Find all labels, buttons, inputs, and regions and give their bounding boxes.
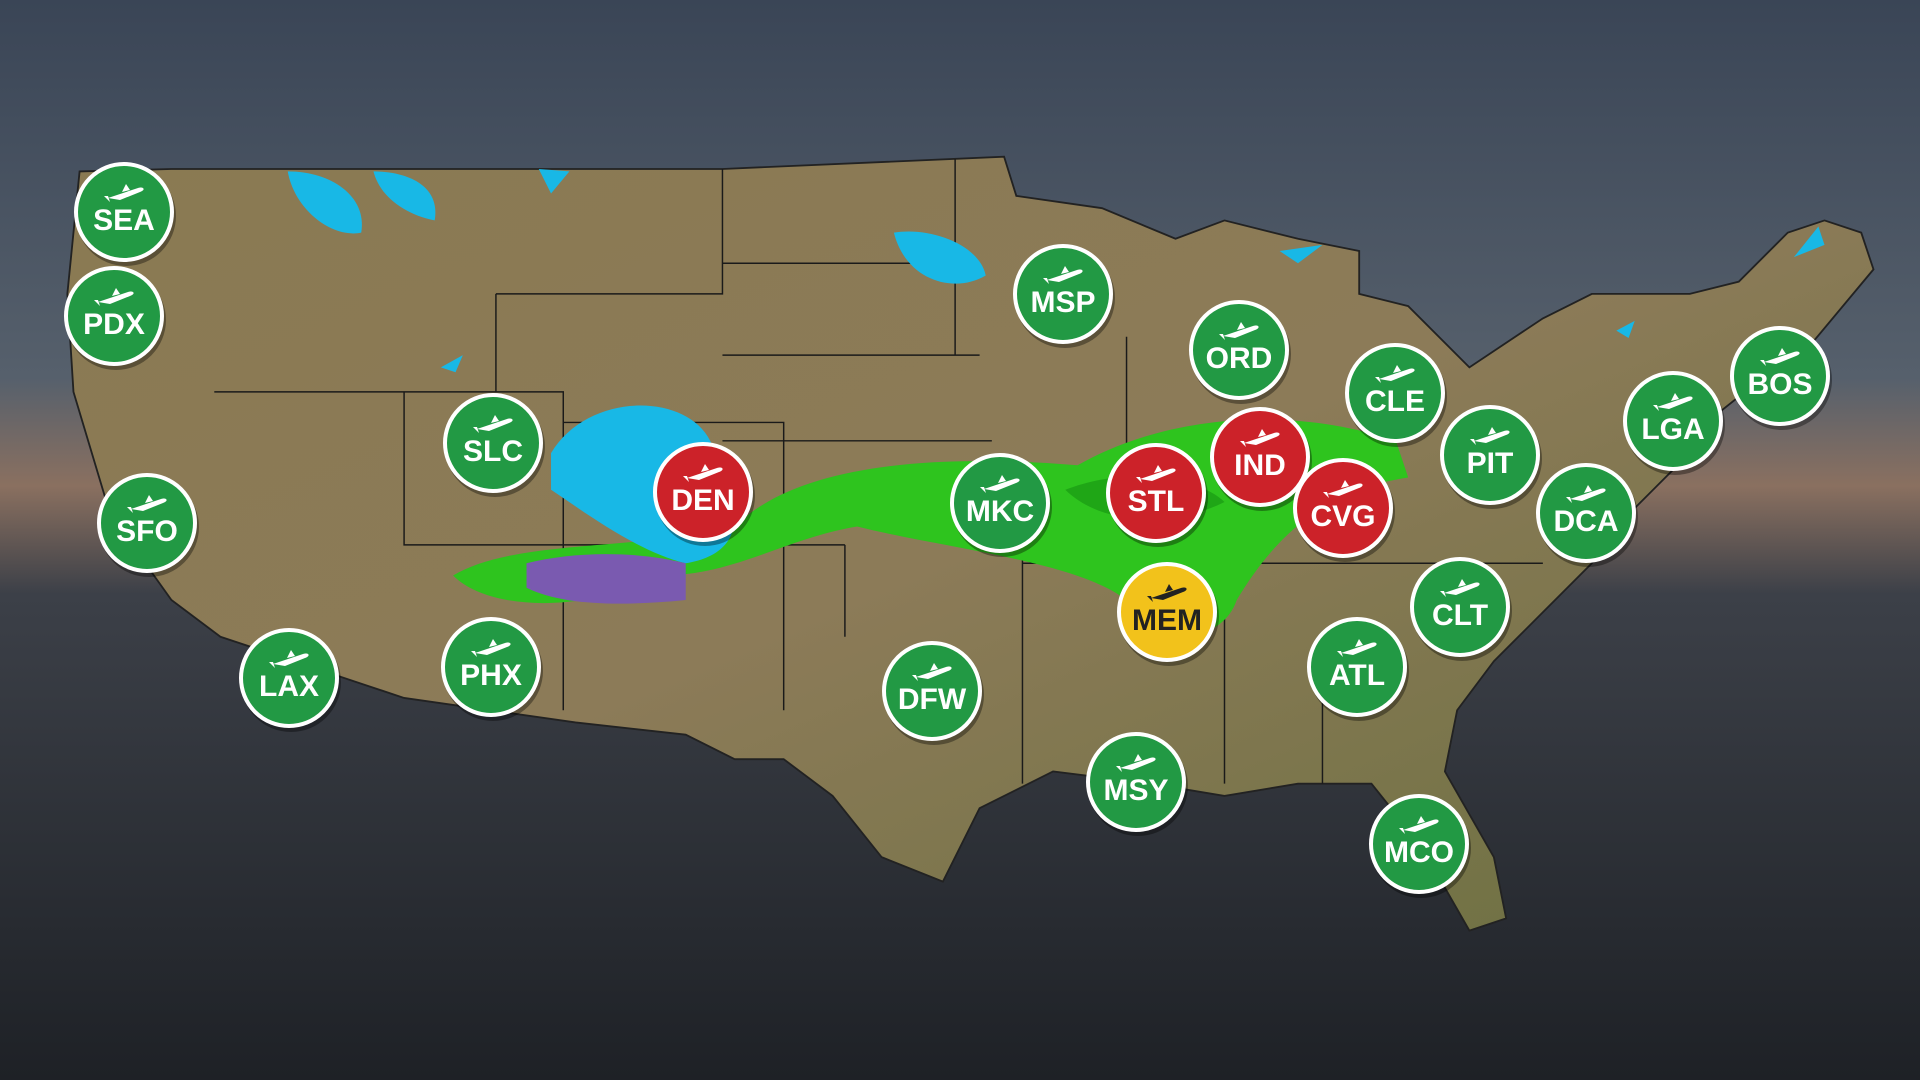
airport-code: CLT bbox=[1432, 599, 1488, 632]
airport-marker[interactable]: IND bbox=[1210, 407, 1312, 511]
marker-circle bbox=[1210, 407, 1310, 507]
airport-marker[interactable]: MEM bbox=[1117, 562, 1219, 666]
plane-icon bbox=[1653, 393, 1693, 411]
airport-code: MEM bbox=[1132, 604, 1202, 637]
marker-circle bbox=[74, 162, 174, 262]
marker-circle bbox=[1189, 300, 1289, 400]
airport-code: ATL bbox=[1329, 659, 1385, 692]
marker-circle bbox=[64, 266, 164, 366]
airport-marker[interactable]: PIT bbox=[1440, 405, 1542, 509]
marker-circle bbox=[443, 393, 543, 493]
plane-icon bbox=[1399, 816, 1439, 834]
airport-code: MKC bbox=[966, 495, 1034, 528]
airport-code: LGA bbox=[1641, 413, 1704, 446]
airport-marker[interactable]: DEN bbox=[653, 442, 755, 546]
airport-marker[interactable]: DCA bbox=[1536, 463, 1638, 567]
plane-icon bbox=[1219, 322, 1259, 340]
airport-code: MSP bbox=[1030, 286, 1095, 319]
plane-icon bbox=[1147, 584, 1187, 602]
airport-code: SEA bbox=[93, 204, 155, 237]
airport-code: DFW bbox=[898, 683, 967, 716]
marker-circle bbox=[1013, 244, 1113, 344]
marker-circle bbox=[1623, 371, 1723, 471]
plane-icon bbox=[1337, 639, 1377, 657]
airport-marker[interactable]: SLC bbox=[443, 393, 545, 497]
airport-marker[interactable]: STL bbox=[1106, 443, 1208, 547]
marker-circle bbox=[1440, 405, 1540, 505]
marker-circle bbox=[653, 442, 753, 542]
airport-code: CLE bbox=[1365, 385, 1425, 418]
airport-code: IND bbox=[1234, 449, 1286, 482]
airport-markers: SEA PDX SFO LAX PHX SLC DEN MKC DFW MSP ORD STL IND C… bbox=[64, 162, 1832, 898]
plane-icon bbox=[94, 288, 134, 306]
plane-icon bbox=[912, 663, 952, 681]
airport-code: DEN bbox=[671, 484, 734, 517]
marker-circle bbox=[1730, 326, 1830, 426]
airport-marker[interactable]: BOS bbox=[1730, 326, 1832, 430]
airport-marker[interactable]: SFO bbox=[97, 473, 199, 577]
airport-marker[interactable]: MKC bbox=[950, 453, 1052, 557]
airport-marker[interactable]: ORD bbox=[1189, 300, 1291, 404]
airport-marker[interactable]: LAX bbox=[239, 628, 341, 732]
plane-icon bbox=[1440, 579, 1480, 597]
plane-icon bbox=[1470, 427, 1510, 445]
plane-icon bbox=[471, 639, 511, 657]
plane-icon bbox=[1240, 429, 1280, 447]
airport-code: CVG bbox=[1310, 500, 1375, 533]
airport-marker[interactable]: LGA bbox=[1623, 371, 1725, 475]
airport-marker[interactable]: MCO bbox=[1369, 794, 1471, 898]
airport-code: BOS bbox=[1747, 368, 1812, 401]
airport-marker[interactable]: DFW bbox=[882, 641, 984, 745]
marker-circle bbox=[1410, 557, 1510, 657]
airport-marker[interactable]: PDX bbox=[64, 266, 166, 370]
marker-circle bbox=[950, 453, 1050, 553]
marker-circle bbox=[441, 617, 541, 717]
marker-circle bbox=[239, 628, 339, 728]
marker-circle bbox=[97, 473, 197, 573]
marker-circle bbox=[1293, 458, 1393, 558]
plane-icon bbox=[473, 415, 513, 433]
plane-icon bbox=[1760, 348, 1800, 366]
plane-icon bbox=[1136, 465, 1176, 483]
marker-circle bbox=[882, 641, 982, 741]
plane-icon bbox=[127, 495, 167, 513]
airport-code: LAX bbox=[259, 670, 319, 703]
plane-icon bbox=[1323, 480, 1363, 498]
plane-icon bbox=[980, 475, 1020, 493]
marker-circle bbox=[1369, 794, 1469, 894]
airport-code: MSY bbox=[1103, 774, 1168, 807]
airport-code: PHX bbox=[460, 659, 522, 692]
airport-marker[interactable]: CLT bbox=[1410, 557, 1512, 661]
airport-code: MCO bbox=[1384, 836, 1454, 869]
airport-code: STL bbox=[1128, 485, 1185, 518]
marker-circle bbox=[1536, 463, 1636, 563]
airport-code: ORD bbox=[1206, 342, 1273, 375]
plane-icon bbox=[1566, 485, 1606, 503]
plane-icon bbox=[683, 464, 723, 482]
plane-icon bbox=[1043, 266, 1083, 284]
marker-circle bbox=[1307, 617, 1407, 717]
airport-marker[interactable]: ATL bbox=[1307, 617, 1409, 721]
airport-marker[interactable]: MSP bbox=[1013, 244, 1115, 348]
plane-icon bbox=[1116, 754, 1156, 772]
airport-code: SFO bbox=[116, 515, 178, 548]
airport-marker[interactable]: MSY bbox=[1086, 732, 1188, 836]
marker-circle bbox=[1117, 562, 1217, 662]
airport-marker[interactable]: PHX bbox=[441, 617, 543, 721]
plane-icon bbox=[269, 650, 309, 668]
airport-marker[interactable]: SEA bbox=[74, 162, 176, 266]
airport-marker[interactable]: CLE bbox=[1345, 343, 1447, 447]
airport-code: PIT bbox=[1467, 447, 1514, 480]
marker-circle bbox=[1345, 343, 1445, 443]
airport-code: PDX bbox=[83, 308, 145, 341]
marker-circle bbox=[1106, 443, 1206, 543]
airport-code: SLC bbox=[463, 435, 523, 468]
plane-icon bbox=[104, 184, 144, 202]
marker-circle bbox=[1086, 732, 1186, 832]
airport-code: DCA bbox=[1554, 505, 1619, 538]
airport-marker[interactable]: CVG bbox=[1293, 458, 1395, 562]
plane-icon bbox=[1375, 365, 1415, 383]
